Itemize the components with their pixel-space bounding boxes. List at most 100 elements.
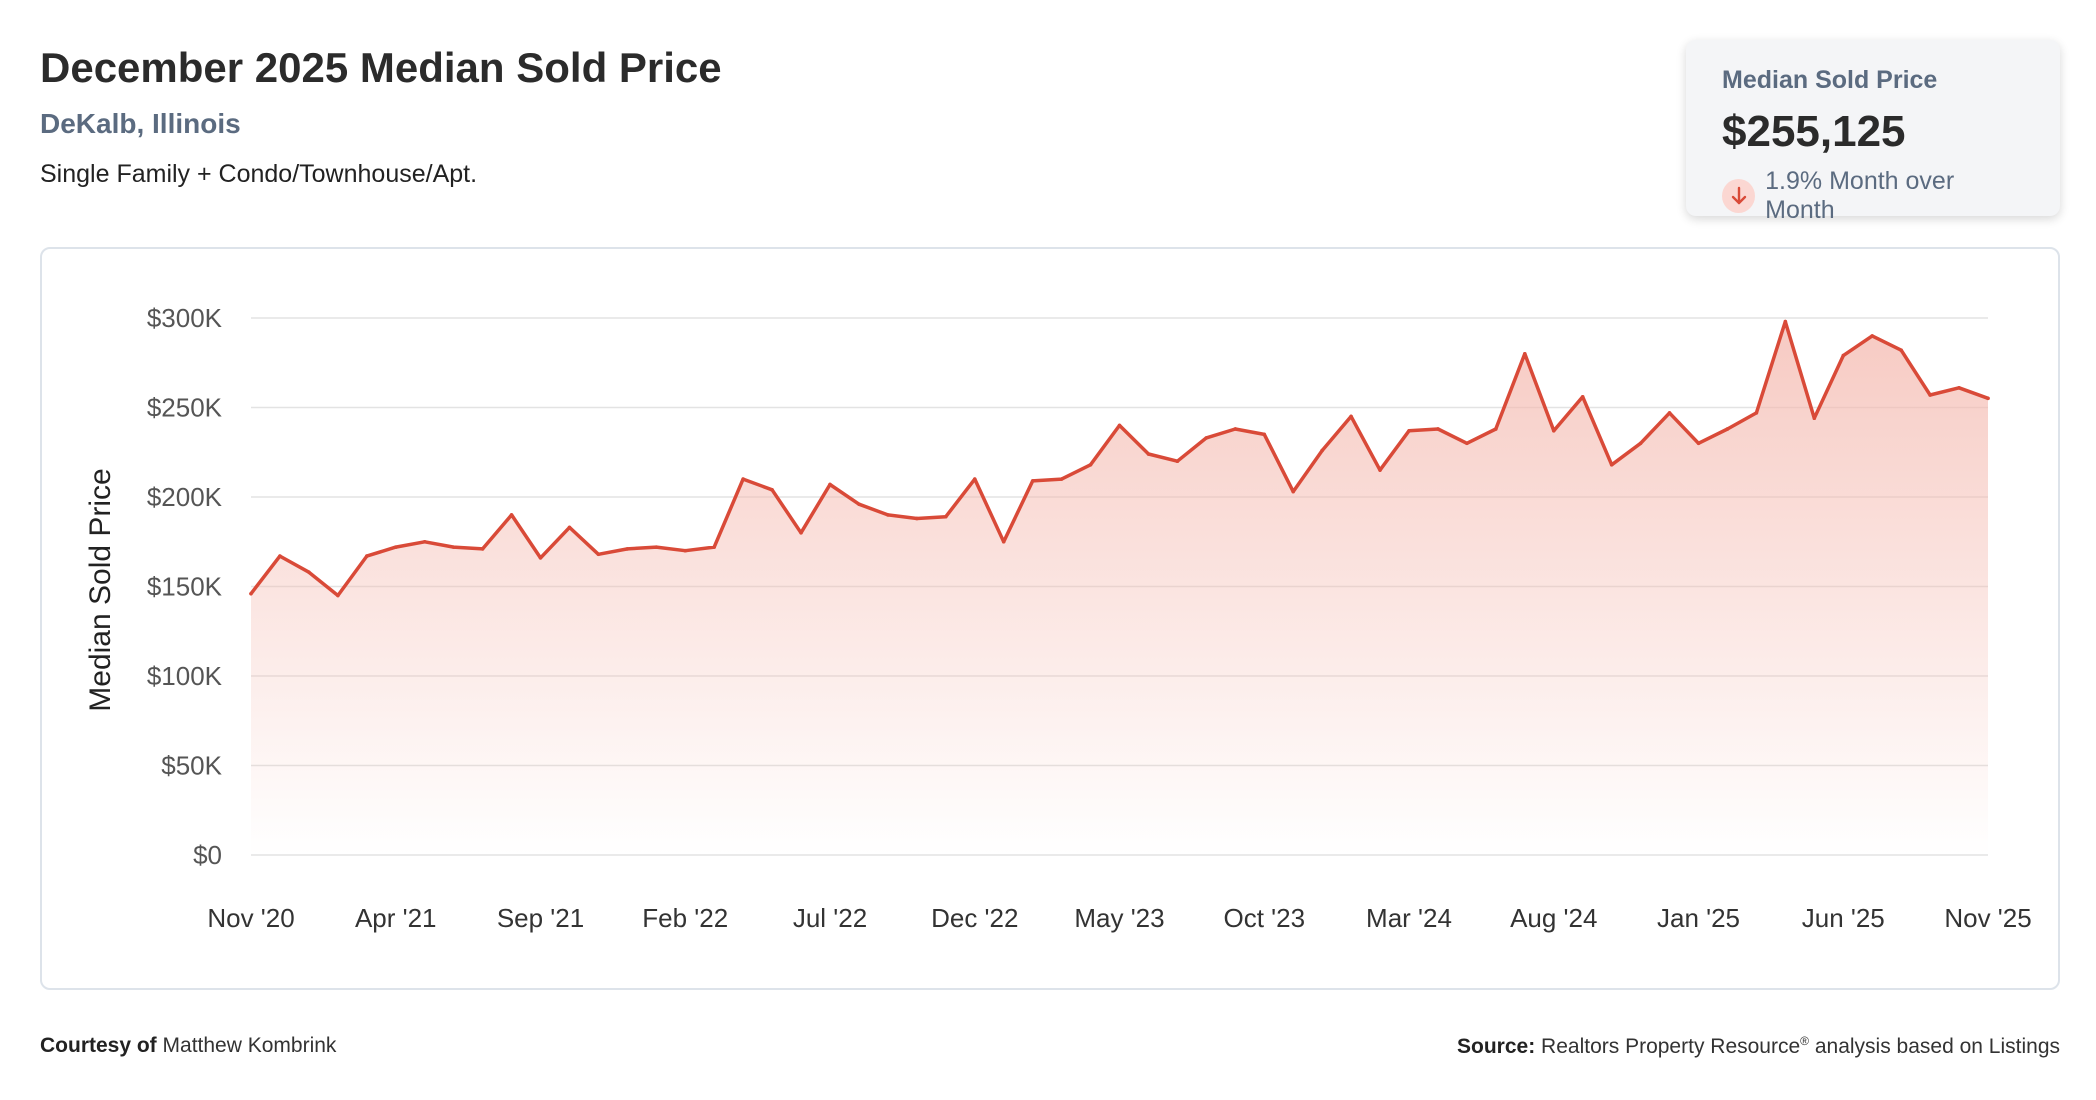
data-point — [799, 531, 803, 535]
data-point — [336, 593, 340, 598]
data-point — [741, 477, 745, 481]
y-tick-label: $300K — [147, 303, 223, 333]
x-tick-label: Jan '25 — [1657, 903, 1740, 933]
data-point — [1928, 393, 1932, 397]
price-chart: $0 $50K $100K $150K $200K $250K $300K Nov '20 A… — [84, 303, 2032, 933]
courtesy-credit: Courtesy of Matthew Kombrink — [40, 1034, 336, 1058]
data-point — [944, 514, 948, 519]
data-point — [770, 488, 774, 492]
data-point — [1754, 411, 1759, 415]
data-point — [422, 539, 427, 544]
x-axis-ticks: Nov '20 Apr '21 Sep '21 Feb '22 Jul '22 Dec '… — [207, 903, 2031, 933]
data-point — [1986, 396, 1990, 401]
kpi-label: Median Sold Price — [1722, 66, 1938, 94]
data-point — [538, 556, 543, 560]
y-tick-label: $250K — [147, 393, 223, 423]
data-point — [1523, 352, 1527, 356]
data-point — [1957, 386, 1961, 390]
data-point — [683, 548, 688, 553]
data-point — [509, 513, 514, 517]
data-point — [828, 482, 832, 487]
data-point — [1870, 334, 1874, 338]
data-point — [1465, 441, 1469, 446]
location-subtitle: DeKalb, Illinois — [40, 108, 241, 139]
registered-mark: ® — [1800, 1034, 1809, 1048]
data-point — [365, 554, 369, 558]
courtesy-label: Courtesy of — [40, 1034, 157, 1057]
y-axis-ticks: $0 $50K $100K $150K $200K $250K $300K — [147, 303, 223, 870]
data-point — [1262, 432, 1267, 437]
data-point — [307, 570, 311, 574]
data-point — [712, 545, 716, 549]
x-tick-label: May '23 — [1074, 903, 1164, 933]
data-point — [480, 547, 485, 551]
x-tick-label: Nov '25 — [1944, 903, 2031, 933]
data-point — [249, 591, 253, 596]
source-suffix: analysis based on Listings — [1814, 1035, 2060, 1058]
data-point — [1117, 423, 1122, 428]
x-tick-label: Dec '22 — [931, 903, 1018, 933]
data-point — [1638, 441, 1643, 446]
x-tick-label: Jun '25 — [1802, 903, 1885, 933]
data-point — [1001, 539, 1006, 544]
data-point — [1436, 427, 1440, 431]
y-tick-label: $0 — [193, 840, 222, 870]
kpi-change-text: 1.9% Month over Month — [1765, 167, 1955, 224]
data-point — [1551, 428, 1556, 433]
y-tick-label: $150K — [147, 572, 223, 602]
data-point — [451, 545, 456, 549]
kpi-value: $255,125 — [1722, 107, 1906, 156]
area-fill — [251, 321, 1988, 856]
y-tick-label: $50K — [161, 751, 222, 781]
data-point — [1378, 468, 1382, 472]
property-types: Single Family + Condo/Townhouse/Apt. — [40, 160, 478, 188]
data-point — [596, 552, 601, 557]
kpi-card: Median Sold Price $255,125 1.9% Month ov… — [1686, 40, 2060, 224]
x-tick-label: Aug '24 — [1510, 903, 1597, 933]
data-point — [1291, 489, 1295, 494]
x-tick-label: Nov '20 — [207, 903, 294, 933]
data-point — [1696, 441, 1701, 446]
data-point — [1030, 479, 1035, 483]
data-point — [278, 554, 282, 558]
data-point — [1233, 427, 1238, 431]
data-point — [1320, 448, 1324, 453]
source-text: Realtors Property Resource — [1541, 1035, 1801, 1058]
data-point — [1175, 459, 1180, 464]
data-point — [886, 513, 890, 517]
kpi-change: 1.9% Month over Month — [1722, 167, 2024, 225]
x-tick-label: Mar '24 — [1366, 903, 1452, 933]
x-tick-label: Oct '23 — [1223, 903, 1305, 933]
page-title: December 2025 Median Sold Price — [40, 44, 722, 91]
data-point — [1783, 319, 1788, 324]
x-tick-label: Apr '21 — [355, 903, 437, 933]
x-tick-label: Jul '22 — [793, 903, 867, 933]
source-credit: Source: Realtors Property Resource® anal… — [1457, 1034, 2060, 1059]
data-point — [1407, 428, 1411, 433]
x-tick-label: Feb '22 — [642, 903, 728, 933]
data-point — [1059, 477, 1064, 481]
y-tick-label: $100K — [147, 661, 223, 691]
data-point — [1841, 353, 1846, 358]
data-point — [972, 477, 977, 481]
x-tick-label: Sep '21 — [497, 903, 584, 933]
y-axis-label: Median Sold Price — [84, 468, 117, 711]
data-point — [1494, 427, 1498, 431]
data-points — [249, 319, 1990, 598]
data-point — [1667, 411, 1672, 415]
data-point — [1580, 394, 1585, 399]
data-point — [1204, 436, 1209, 440]
data-point — [915, 516, 919, 521]
data-point — [1899, 348, 1903, 353]
y-tick-label: $200K — [147, 482, 223, 512]
arrow-down-icon — [1722, 179, 1756, 213]
data-point — [1349, 414, 1353, 419]
data-point — [857, 502, 861, 506]
data-point — [1609, 462, 1614, 467]
data-point — [393, 545, 398, 549]
data-point — [1088, 462, 1093, 467]
courtesy-name: Matthew Kombrink — [162, 1034, 337, 1057]
data-point — [1812, 416, 1817, 421]
data-point — [625, 547, 630, 551]
data-point — [567, 525, 572, 530]
